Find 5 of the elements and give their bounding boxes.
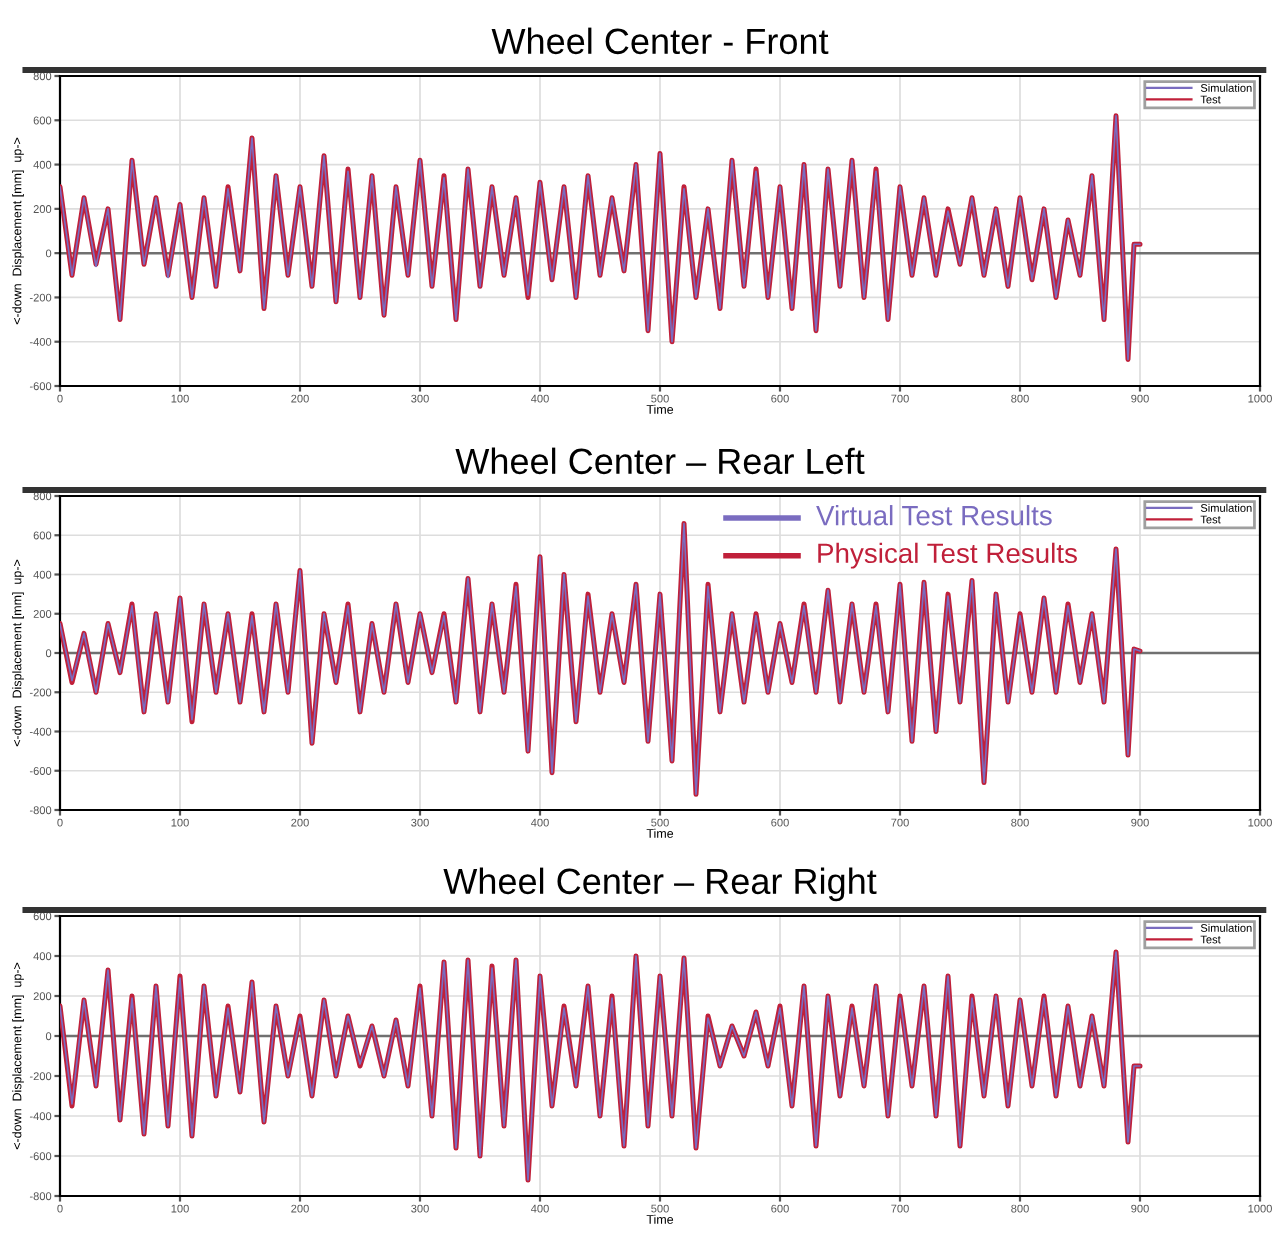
chart-title: Wheel Center – Rear Right [443, 867, 877, 902]
annotation: Virtual Test Results [816, 505, 1052, 526]
annotation: Physical Test Results [818, 542, 1077, 569]
chart-title: Wheel Center - Front [491, 27, 829, 55]
chart-title: Wheel Center – Rear Left [455, 447, 865, 475]
